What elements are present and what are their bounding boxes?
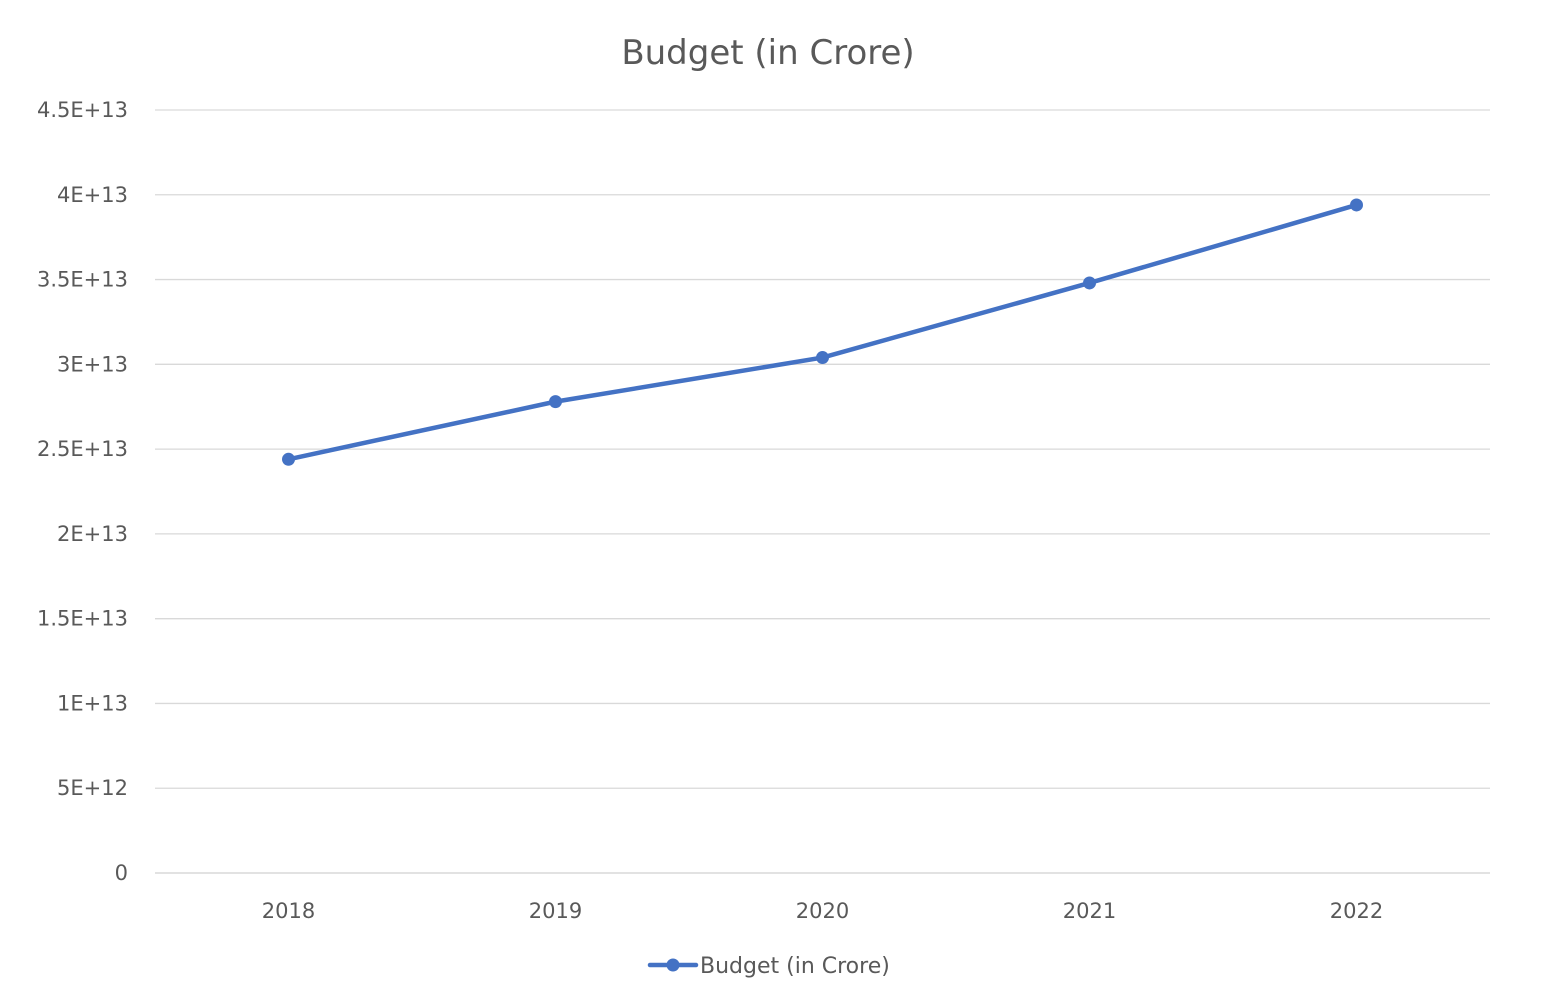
legend-label: Budget (in Crore) xyxy=(700,954,890,979)
data-point[interactable] xyxy=(549,395,562,409)
legend[interactable]: Budget (in Crore) xyxy=(647,954,890,979)
y-tick-label: 0 xyxy=(115,861,128,885)
series-layer xyxy=(282,198,1363,466)
x-tick-label: 2020 xyxy=(796,899,849,923)
y-tick-label: 4E+13 xyxy=(57,183,128,207)
data-point[interactable] xyxy=(1083,276,1096,290)
data-point[interactable] xyxy=(1350,198,1363,212)
x-tick-label: 2019 xyxy=(529,899,582,923)
y-tick-label: 2.5E+13 xyxy=(37,437,128,461)
y-tick-label: 1.5E+13 xyxy=(37,607,128,631)
y-tick-label: 4.5E+13 xyxy=(37,98,128,122)
y-axis-tick-labels: 0 5E+12 1E+13 1.5E+13 2E+13 2.5E+13 3E+13 3.5E+… xyxy=(37,98,128,885)
data-point[interactable] xyxy=(816,351,829,365)
gridlines xyxy=(155,109,1490,874)
x-tick-label: 2022 xyxy=(1330,899,1383,923)
data-point[interactable] xyxy=(282,452,295,466)
y-tick-label: 3E+13 xyxy=(57,352,128,376)
x-axis-tick-labels: 2018 2019 2020 2021 2022 xyxy=(262,899,1383,923)
x-tick-label: 2021 xyxy=(1063,899,1116,923)
y-tick-label: 1E+13 xyxy=(57,691,128,715)
y-tick-label: 3.5E+13 xyxy=(37,268,128,292)
chart-title: Budget (in Crore) xyxy=(621,33,914,73)
x-tick-label: 2018 xyxy=(262,899,315,923)
y-tick-label: 2E+13 xyxy=(57,522,128,546)
legend-marker xyxy=(666,958,680,972)
y-tick-label: 5E+12 xyxy=(57,776,128,800)
